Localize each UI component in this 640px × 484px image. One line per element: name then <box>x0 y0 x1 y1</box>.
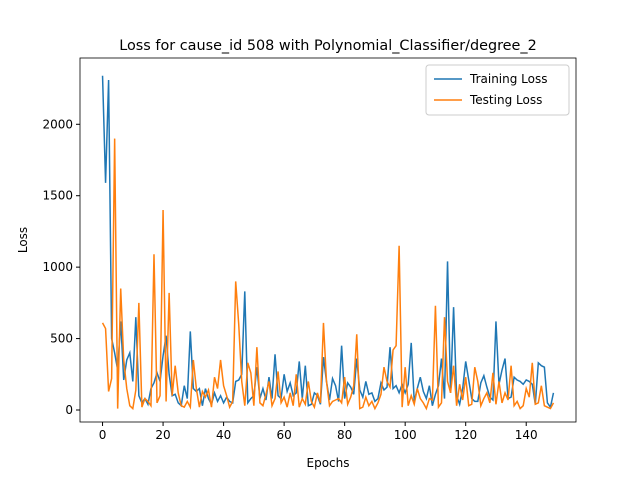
x-tick-label: 80 <box>337 428 352 442</box>
x-tick-label: 20 <box>155 428 170 442</box>
x-tick-label: 0 <box>99 428 107 442</box>
line-series <box>101 75 555 409</box>
y-tick-label: 2000 <box>42 117 73 131</box>
x-axis-label: Epochs <box>307 456 350 470</box>
x-tick-label: 140 <box>515 428 538 442</box>
chart-title: Loss for cause_id 508 with Polynomial_Cl… <box>119 38 537 54</box>
legend-box <box>425 64 570 116</box>
legend-label: Testing Loss <box>469 93 542 107</box>
y-axis-label: Loss <box>16 227 30 253</box>
y-tick-label: 500 <box>50 332 73 346</box>
line-series <box>101 138 555 411</box>
x-tick-label: 120 <box>454 428 477 442</box>
legend-label: Training Loss <box>469 72 547 86</box>
y-tick-label: 1000 <box>42 260 73 274</box>
y-tick-label: 1500 <box>42 189 73 203</box>
x-tick-label: 60 <box>276 428 291 442</box>
x-tick-label: 100 <box>394 428 417 442</box>
x-tick-label: 40 <box>216 428 231 442</box>
y-tick-label: 0 <box>65 403 73 417</box>
axes-frame <box>79 57 577 423</box>
